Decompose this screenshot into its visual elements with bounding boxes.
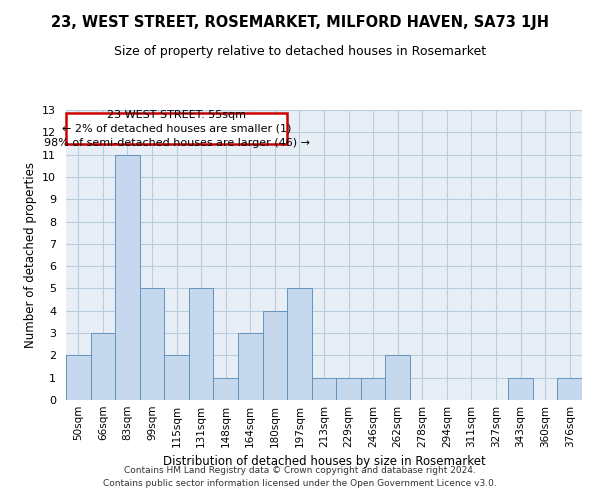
Text: Contains HM Land Registry data © Crown copyright and database right 2024.
Contai: Contains HM Land Registry data © Crown c… xyxy=(103,466,497,487)
Bar xyxy=(115,154,140,400)
Text: 23 WEST STREET: 55sqm
← 2% of detached houses are smaller (1)
98% of semi-detach: 23 WEST STREET: 55sqm ← 2% of detached h… xyxy=(44,110,310,148)
Bar xyxy=(557,378,582,400)
X-axis label: Distribution of detached houses by size in Rosemarket: Distribution of detached houses by size … xyxy=(163,456,485,468)
FancyBboxPatch shape xyxy=(66,113,287,144)
Bar xyxy=(66,356,91,400)
Bar xyxy=(361,378,385,400)
Bar xyxy=(263,311,287,400)
Bar xyxy=(189,288,214,400)
Bar xyxy=(287,288,312,400)
Bar xyxy=(91,333,115,400)
Text: Size of property relative to detached houses in Rosemarket: Size of property relative to detached ho… xyxy=(114,45,486,58)
Bar xyxy=(238,333,263,400)
Text: 23, WEST STREET, ROSEMARKET, MILFORD HAVEN, SA73 1JH: 23, WEST STREET, ROSEMARKET, MILFORD HAV… xyxy=(51,15,549,30)
Bar xyxy=(385,356,410,400)
Bar xyxy=(214,378,238,400)
Bar xyxy=(312,378,336,400)
Bar xyxy=(336,378,361,400)
Y-axis label: Number of detached properties: Number of detached properties xyxy=(23,162,37,348)
Bar xyxy=(140,288,164,400)
Bar xyxy=(508,378,533,400)
Bar xyxy=(164,356,189,400)
